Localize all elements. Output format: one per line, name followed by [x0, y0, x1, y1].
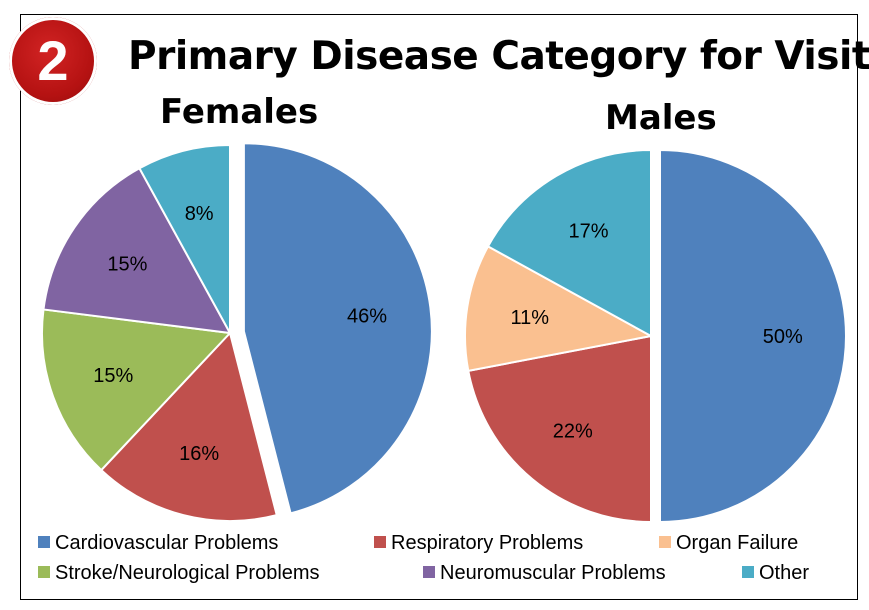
females-slice-respiratory-problems [99, 330, 278, 522]
females-data-label: 46% [347, 306, 387, 328]
males-slice-respiratory-problems [467, 334, 652, 524]
males-pie-title: Males [605, 98, 717, 138]
legend-swatch [38, 536, 50, 548]
legend-swatch [423, 566, 435, 578]
females-data-label: 16% [179, 443, 219, 465]
males-slice-cardiovascular-problems [659, 148, 847, 524]
males-data-label: 22% [553, 421, 593, 443]
legend: Cardiovascular Problems Respiratory Prob… [38, 532, 848, 592]
males-data-label: 50% [763, 326, 803, 348]
females-data-label: 15% [107, 253, 147, 275]
step-number-badge: 2 [9, 17, 97, 105]
chart-title: Primary Disease Category for Visit [128, 34, 869, 79]
legend-label: Stroke/Neurological Problems [55, 562, 320, 584]
females-slice-neuromuscular-problems [42, 166, 232, 335]
legend-swatch [374, 536, 386, 548]
legend-row-2: Stroke/Neurological Problems Neuromuscul… [38, 562, 848, 592]
males-data-label: 17% [568, 220, 608, 242]
legend-item-cardiovascular: Cardiovascular Problems [38, 532, 278, 555]
females-data-label: 8% [185, 203, 214, 225]
legend-swatch [38, 566, 50, 578]
legend-row-1: Cardiovascular Problems Respiratory Prob… [38, 532, 848, 562]
legend-swatch [659, 536, 671, 548]
legend-item-neuromuscular: Neuromuscular Problems [423, 562, 666, 585]
males-slice-other [486, 148, 652, 338]
females-pie-title: Females [160, 92, 319, 132]
males-slice-organ-failure [464, 245, 654, 373]
legend-label: Organ Failure [676, 532, 799, 554]
legend-item-stroke: Stroke/Neurological Problems [38, 562, 320, 585]
legend-swatch [742, 566, 754, 578]
legend-label: Cardiovascular Problems [55, 532, 279, 554]
females-slice-other [138, 143, 231, 334]
females-data-label: 15% [93, 365, 133, 387]
males-data-label: 11% [510, 307, 549, 329]
legend-label: Other [759, 562, 810, 584]
legend-label: Respiratory Problems [391, 532, 584, 554]
legend-label: Neuromuscular Problems [440, 562, 666, 584]
females-slice-cardiovascular-problems [242, 142, 433, 515]
legend-item-organ-failure: Organ Failure [659, 532, 798, 555]
legend-item-other: Other [742, 562, 809, 585]
females-slice-stroke-neurological-problems [41, 308, 233, 472]
legend-item-respiratory: Respiratory Problems [374, 532, 583, 555]
